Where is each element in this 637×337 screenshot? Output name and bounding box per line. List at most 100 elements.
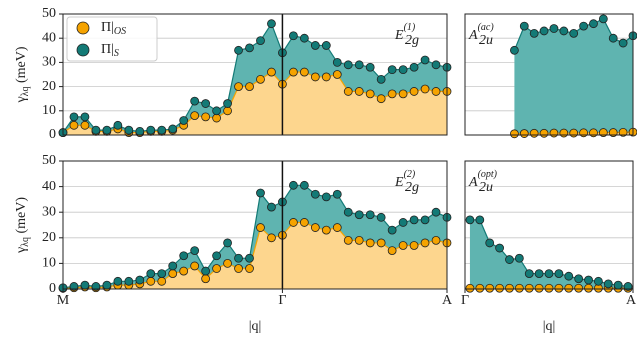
data-point [569, 28, 579, 38]
data-point [146, 269, 156, 279]
data-point [212, 251, 222, 261]
data-point [234, 82, 243, 91]
data-point [69, 282, 79, 291]
data-point [549, 128, 559, 138]
data-point [310, 223, 320, 232]
data-point [510, 129, 519, 139]
data-point [91, 125, 101, 135]
area-fill [514, 18, 633, 134]
data-point [299, 33, 309, 43]
data-point [584, 275, 593, 285]
data-point [559, 128, 569, 138]
data-point [256, 74, 265, 84]
data-point [539, 26, 549, 36]
data-point [343, 87, 353, 96]
data-point [124, 276, 134, 286]
data-point [365, 210, 375, 220]
data-point [80, 280, 90, 290]
data-point [245, 264, 254, 273]
data-point [376, 238, 386, 248]
mode-symbol: A [468, 28, 478, 43]
data-point [519, 129, 529, 138]
data-point [288, 218, 298, 227]
data-point [157, 269, 167, 279]
data-point [387, 225, 397, 235]
y-tick-label: 0 [49, 281, 56, 296]
data-point [554, 283, 564, 293]
data-point [485, 238, 495, 248]
data-point [91, 282, 101, 291]
axes-frame [62, 160, 448, 290]
data-point [569, 128, 579, 138]
data-point [245, 82, 254, 91]
mode-symbol: E [394, 175, 404, 190]
data-point [332, 70, 342, 79]
mode-sup: (1) [404, 22, 416, 33]
data-point [613, 280, 623, 290]
data-point [544, 283, 554, 293]
data-point [365, 62, 375, 72]
data-point [398, 241, 408, 250]
data-point [376, 212, 386, 222]
data-point [69, 120, 79, 130]
data-point [135, 126, 145, 136]
data-point [420, 55, 430, 65]
mode-label-sub: 2u [479, 33, 493, 48]
data-point [299, 180, 309, 190]
data-point [574, 274, 584, 284]
data-point [299, 218, 309, 227]
y-label-symbol: γ [14, 96, 29, 103]
data-point [589, 19, 598, 29]
y-tick-label: 40 [42, 179, 56, 194]
data-point [223, 106, 232, 116]
x-axis-label: |q| [249, 319, 262, 334]
y-label-sub: λq [20, 237, 31, 247]
y-tick-label: 30 [42, 55, 56, 70]
data-point [579, 128, 588, 138]
legend-marker [76, 21, 90, 35]
data-point [310, 72, 320, 82]
data-point [623, 282, 633, 291]
data-point [387, 89, 397, 99]
data-point [201, 112, 211, 122]
data-point [267, 202, 276, 212]
data-point [519, 21, 529, 31]
y-label-unit: (meV) [14, 46, 29, 86]
data-point [376, 94, 386, 104]
data-point [310, 41, 320, 50]
data-point [584, 283, 593, 293]
data-point [387, 246, 397, 256]
data-point [594, 276, 603, 286]
data-point [223, 99, 232, 108]
mode-symbol: A [468, 175, 478, 190]
data-point [564, 271, 574, 281]
data-point [475, 215, 485, 225]
data-point [234, 45, 243, 55]
data-point [102, 280, 112, 290]
legend-name: Π| [101, 20, 114, 35]
data-point [409, 215, 419, 225]
mode-symbol: E [394, 28, 404, 43]
area-fill [63, 222, 447, 289]
legend-name: Π| [101, 42, 114, 57]
data-point [332, 58, 342, 67]
area-fill [469, 219, 629, 289]
axes-frame [464, 160, 634, 290]
data-point [190, 111, 200, 121]
data-point [321, 192, 331, 202]
axes-frame [464, 13, 634, 136]
data-point [179, 251, 189, 261]
data-point [201, 99, 211, 108]
data-point [485, 283, 495, 293]
legend-label: Π|S [101, 42, 119, 59]
x-tick-label: M [57, 293, 70, 308]
data-point [431, 235, 441, 245]
legend-box [66, 16, 158, 62]
data-point [223, 258, 232, 268]
mode-label: A(ac) [468, 22, 494, 43]
data-point [589, 128, 598, 138]
data-point [574, 283, 584, 293]
data-point [431, 87, 441, 96]
data-point [69, 112, 79, 122]
